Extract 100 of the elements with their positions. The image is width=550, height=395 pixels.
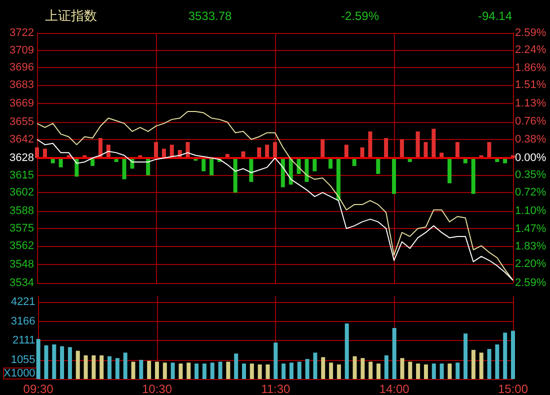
bar bbox=[464, 334, 468, 379]
bar bbox=[376, 158, 380, 174]
y-tick-label: 3575 bbox=[10, 222, 34, 234]
bar bbox=[202, 364, 206, 379]
bar bbox=[511, 330, 515, 379]
bar bbox=[202, 158, 206, 172]
bar bbox=[313, 352, 318, 379]
text: 3533.78 bbox=[188, 9, 232, 23]
bar bbox=[162, 362, 167, 379]
y2-tick-label: 1.10% bbox=[515, 205, 546, 218]
y2-tick-label: 2.59% bbox=[515, 277, 546, 289]
bar bbox=[344, 144, 348, 158]
bar bbox=[440, 364, 444, 379]
y2-tick-label: 2.59% bbox=[515, 27, 546, 39]
bar bbox=[368, 131, 372, 158]
y-tick-label: 3628 bbox=[10, 152, 34, 164]
bar bbox=[487, 142, 492, 158]
line-series bbox=[36, 110, 514, 281]
bar bbox=[376, 364, 381, 379]
y2-tick-label: 0.00% bbox=[515, 152, 546, 164]
bar bbox=[131, 362, 136, 379]
bar bbox=[250, 364, 254, 379]
bar bbox=[448, 158, 452, 184]
bar bbox=[384, 138, 388, 158]
y2-tick-label: 1.47% bbox=[515, 222, 546, 235]
y2-tick-label: 2.24% bbox=[515, 44, 546, 56]
bar bbox=[226, 362, 230, 379]
text: -94.14 bbox=[478, 9, 512, 23]
bar bbox=[210, 158, 214, 176]
bar bbox=[233, 158, 238, 193]
bar bbox=[258, 364, 262, 379]
y2-tick-label: 1.83% bbox=[515, 240, 546, 252]
bar bbox=[471, 158, 476, 194]
bar bbox=[123, 352, 128, 379]
y2-tick-label: 0.76% bbox=[515, 115, 546, 128]
bar bbox=[139, 360, 144, 379]
bar bbox=[424, 364, 428, 379]
bar bbox=[297, 362, 302, 379]
y-tick-label: 3615 bbox=[10, 169, 34, 182]
bar bbox=[52, 344, 56, 379]
bar bbox=[392, 158, 396, 194]
bar bbox=[60, 346, 64, 379]
bar bbox=[274, 342, 278, 379]
bar bbox=[178, 364, 183, 379]
bar bbox=[424, 142, 428, 158]
bar bbox=[273, 142, 277, 158]
bar bbox=[218, 362, 222, 379]
bar bbox=[312, 158, 317, 172]
y-tick-label: 3683 bbox=[10, 78, 34, 91]
bar bbox=[455, 142, 460, 158]
bar bbox=[432, 128, 436, 158]
text: -2.59% bbox=[340, 9, 380, 23]
x-tick-label: 09:30 bbox=[23, 382, 54, 395]
x-tick-label: 15:00 bbox=[498, 382, 528, 395]
bar bbox=[384, 355, 388, 379]
y2-tick-label: 2.20% bbox=[515, 258, 546, 270]
y-tick-label: 3588 bbox=[10, 205, 34, 218]
x-tick-label: 11:30 bbox=[261, 382, 291, 395]
bar bbox=[154, 362, 159, 379]
bar bbox=[280, 158, 285, 188]
y-tick-label: 3562 bbox=[10, 240, 34, 252]
y-tick-label: 4221 bbox=[10, 296, 36, 308]
bar bbox=[170, 362, 175, 379]
bar bbox=[84, 355, 88, 379]
bar bbox=[76, 350, 80, 379]
y-tick-label: 3709 bbox=[10, 44, 34, 56]
bar bbox=[329, 362, 334, 379]
bar bbox=[344, 324, 349, 379]
bar bbox=[305, 358, 310, 379]
bar bbox=[416, 364, 420, 379]
bar bbox=[115, 358, 120, 379]
y-tick-label: 3602 bbox=[10, 186, 34, 199]
bar bbox=[68, 347, 72, 379]
bar bbox=[266, 364, 270, 379]
x-tick-label: 10:30 bbox=[142, 382, 172, 395]
bar bbox=[122, 158, 126, 180]
y-tick-label: 1055 bbox=[10, 354, 36, 366]
bar bbox=[392, 328, 396, 379]
bar bbox=[408, 362, 412, 379]
y-tick-label: 3166 bbox=[10, 315, 36, 328]
bar bbox=[44, 345, 48, 379]
y-tick-label: 3642 bbox=[10, 133, 34, 146]
y-tick-label: 2111 bbox=[12, 334, 36, 347]
bar bbox=[242, 364, 246, 379]
bar bbox=[487, 348, 492, 379]
bar bbox=[234, 354, 238, 379]
bar bbox=[35, 147, 39, 158]
bar bbox=[360, 358, 365, 379]
bar bbox=[36, 338, 40, 379]
bar bbox=[400, 139, 404, 158]
bar bbox=[416, 131, 420, 158]
y-tick-label: 3655 bbox=[10, 116, 34, 128]
bar bbox=[336, 158, 340, 201]
bar bbox=[282, 364, 286, 379]
bar bbox=[352, 356, 357, 379]
y-axis-title: X1000 bbox=[3, 368, 36, 380]
bar bbox=[432, 364, 436, 379]
bar bbox=[108, 356, 112, 379]
bar bbox=[147, 360, 152, 379]
y-tick-label: 3722 bbox=[10, 27, 34, 39]
